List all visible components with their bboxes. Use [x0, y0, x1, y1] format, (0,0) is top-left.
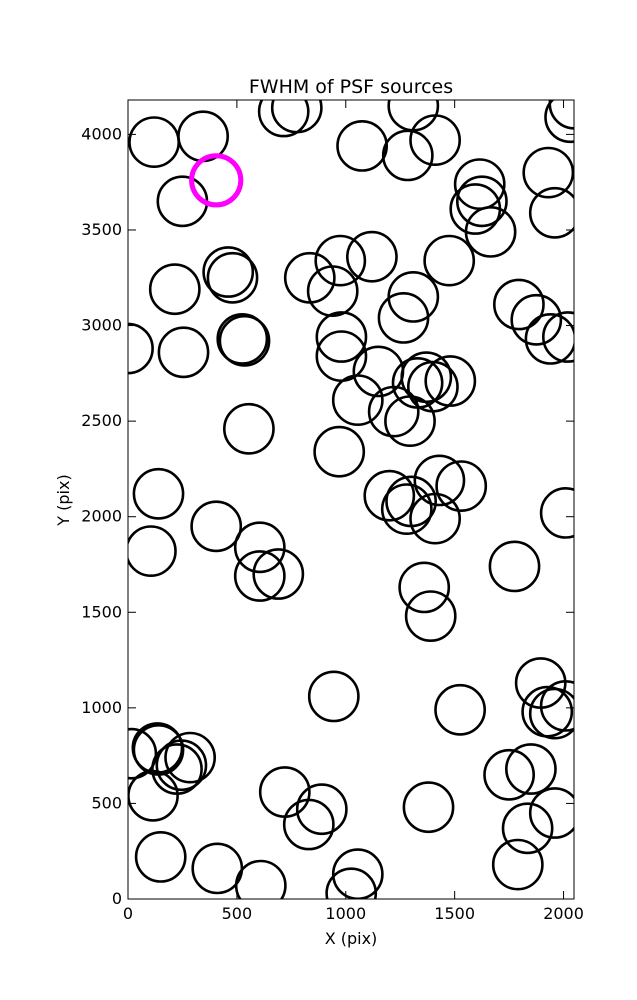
x-tick-label: 2000	[543, 904, 584, 923]
psf-source-circle	[544, 100, 574, 144]
psf-source-circle	[331, 374, 384, 427]
psf-source-circle	[132, 724, 185, 776]
psf-source-circle	[528, 687, 574, 740]
psf-source-circle	[325, 867, 378, 899]
psf-source-circle	[384, 395, 436, 448]
psf-source-circle	[234, 859, 287, 899]
axis-ticks: 0 500 1000 1500 2000 0 500 1000 1500 2000 2500 3000…	[81, 100, 584, 923]
x-tick-label: 0	[123, 904, 133, 923]
psf-source-circle	[455, 175, 508, 228]
psf-source-circle	[435, 460, 488, 513]
psf-source-circle	[233, 550, 286, 602]
psf-source-circle	[423, 234, 476, 287]
psf-source-circle	[218, 314, 271, 367]
psf-source-circle	[148, 263, 201, 316]
psf-source-circle	[524, 313, 574, 365]
psf-source-circle	[522, 146, 574, 199]
psf-source-circle	[283, 251, 336, 304]
psf-source-circle	[491, 838, 544, 891]
scatter-markers	[128, 100, 574, 899]
psf-source-circle	[404, 590, 457, 643]
psf-source-circle	[542, 311, 574, 363]
psf-source-circle	[134, 831, 187, 883]
y-tick-label: 1500	[81, 602, 122, 621]
psf-source-circle	[434, 683, 487, 736]
y-tick-label: 0	[112, 889, 122, 908]
psf-source-circle	[252, 548, 305, 600]
psf-source-circle	[488, 540, 541, 593]
psf-source-circle	[216, 312, 269, 365]
psf-source-circle	[381, 129, 434, 182]
psf-source-circle	[295, 783, 348, 836]
psf-source-circle	[402, 781, 455, 834]
x-axis-label: X (pix)	[325, 929, 378, 948]
psf-source-circle	[409, 492, 462, 545]
psf-source-circle	[222, 402, 275, 455]
psf-source-circle	[363, 469, 416, 522]
plot-frame	[127, 99, 575, 900]
psf-source-circle	[315, 311, 368, 363]
psf-source-circle	[424, 355, 477, 407]
x-tick-label: 500	[222, 904, 253, 923]
psf-source-circle	[128, 727, 158, 780]
psf-source-circle	[128, 116, 181, 169]
psf-source-circle	[483, 748, 536, 801]
psf-source-circle	[501, 802, 554, 855]
psf-source-circle	[155, 739, 208, 792]
psf-source-circle	[345, 230, 398, 283]
psf-source-circle	[336, 119, 389, 172]
psf-source-circle	[400, 351, 453, 404]
psf-source-circle	[257, 100, 310, 138]
y-tick-label: 500	[91, 793, 122, 812]
y-tick-label: 4000	[81, 124, 122, 143]
psf-source-circle	[202, 246, 255, 298]
psf-source-circle	[270, 100, 323, 134]
psf-source-circle	[313, 425, 366, 478]
y-tick-label: 2500	[81, 411, 122, 430]
psf-source-circle	[282, 798, 335, 851]
psf-source-circle	[539, 487, 574, 539]
y-tick-label: 3500	[81, 220, 122, 239]
psf-source-circle	[306, 265, 359, 318]
psf-source-circle	[367, 385, 420, 438]
y-tick-label: 1000	[81, 698, 122, 717]
psf-source-circle	[164, 731, 217, 784]
psf-source-circle	[380, 483, 433, 536]
psf-source-circle	[505, 743, 557, 795]
psf-source-circle	[528, 186, 574, 239]
psf-source-circle	[387, 270, 440, 323]
psf-source-circle	[548, 100, 574, 130]
psf-source-circle	[493, 278, 545, 331]
psf-source-circle	[314, 234, 367, 287]
psf-source-circle	[206, 251, 259, 304]
psf-source-circle	[377, 291, 430, 344]
psf-source-circle	[528, 787, 574, 839]
psf-source-circle	[510, 293, 563, 346]
x-tick-label: 1000	[325, 904, 366, 923]
y-tick-label: 2000	[81, 507, 122, 526]
psf-source-circle	[398, 561, 451, 614]
psf-source-circle	[191, 842, 244, 895]
y-axis-label: Y (pix)	[54, 474, 73, 526]
psf-source-circle	[128, 525, 177, 577]
psf-source-circle	[464, 205, 517, 258]
psf-source-circle	[258, 766, 311, 818]
highlight-psf-circle	[189, 153, 244, 208]
psf-source-circle	[190, 500, 243, 553]
psf-source-circle	[409, 114, 462, 167]
x-tick-label: 1500	[434, 904, 475, 923]
psf-source-circle	[539, 680, 574, 732]
psf-source-circle	[157, 326, 210, 379]
psf-source-circle	[233, 521, 286, 574]
psf-source-circle	[132, 467, 185, 520]
psf-source-circle	[413, 454, 466, 507]
y-tick-label: 3000	[81, 316, 122, 335]
chart-title: FWHM of PSF sources	[249, 76, 453, 98]
psf-source-circle	[307, 670, 360, 723]
